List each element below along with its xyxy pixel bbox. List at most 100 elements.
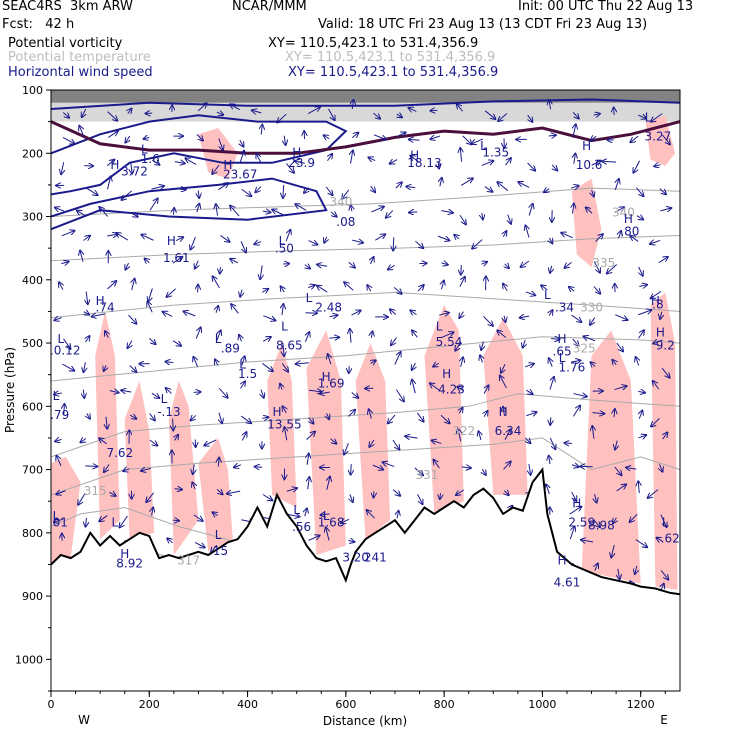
wind-vector <box>458 429 461 442</box>
wind-vector <box>662 134 670 144</box>
wind-vector <box>348 261 355 267</box>
wind-vector <box>147 302 153 313</box>
wind-vector <box>351 310 361 316</box>
wind-vector <box>130 213 138 217</box>
wind-vector <box>415 240 423 248</box>
wind-vector <box>152 160 159 164</box>
annotation-label: L <box>559 351 566 365</box>
wind-vector <box>635 565 637 574</box>
wind-vector <box>240 139 244 146</box>
wind-vector <box>132 279 135 291</box>
wind-vector <box>305 265 310 269</box>
wind-vector <box>190 236 196 249</box>
wind-vector <box>212 164 220 174</box>
x-tick-label: 1200 <box>627 698 655 711</box>
wind-vector <box>62 112 69 118</box>
wind-vector <box>544 189 549 192</box>
annotation-label: H <box>442 367 451 381</box>
annotation-label: L <box>215 528 222 542</box>
wind-vector <box>393 237 394 250</box>
theta-contour <box>51 393 680 458</box>
annotation-label: 315 <box>84 484 107 498</box>
annotation-label: 317 <box>177 553 200 567</box>
wind-vector <box>615 207 624 213</box>
wind-vector <box>591 362 596 366</box>
wind-vector <box>528 114 533 122</box>
y-tick-label: 200 <box>22 147 43 160</box>
annotation-label: H <box>651 294 660 308</box>
wind-vector <box>573 124 576 138</box>
wind-vector <box>541 285 548 290</box>
wind-vector <box>220 235 229 242</box>
wind-vector <box>296 363 309 364</box>
wind-vector <box>352 240 363 243</box>
wind-vector <box>412 362 416 370</box>
wind-vector <box>219 412 222 424</box>
wind-vector <box>220 266 221 273</box>
wind-vector <box>350 329 351 343</box>
wind-vector <box>638 435 647 438</box>
wind-vector <box>263 315 275 321</box>
wind-vector <box>216 489 223 494</box>
annotation-label: 1.69 <box>318 376 345 390</box>
wind-vector <box>371 360 376 363</box>
field-xy-wind: XY= 110.5,423.1 to 531.4,356.9 <box>288 65 499 80</box>
wind-vector <box>348 410 356 417</box>
wind-vector <box>368 157 376 160</box>
wind-vector <box>437 235 449 240</box>
wind-vector <box>174 162 185 164</box>
x-tick-label: 600 <box>335 698 356 711</box>
wind-vector <box>569 287 574 291</box>
wind-vector <box>394 352 401 365</box>
wind-vector <box>149 337 155 344</box>
annotation-label: 3.79 <box>43 408 70 422</box>
wind-vector <box>498 113 508 122</box>
wind-vector <box>480 355 483 363</box>
annotation-label: 3.72 <box>121 164 148 178</box>
annotation-label: L <box>141 142 148 156</box>
wind-vector <box>651 291 662 298</box>
wind-vector <box>351 205 352 212</box>
wind-vector <box>59 282 63 290</box>
wind-vector <box>481 262 487 264</box>
wind-vector <box>64 404 65 416</box>
wind-vector <box>505 264 509 268</box>
org-label: NCAR/MMM <box>232 0 307 14</box>
wind-vector <box>283 184 284 198</box>
wind-vector <box>483 316 492 325</box>
wind-vector <box>174 208 175 215</box>
annotation-label: 241 <box>364 550 387 564</box>
annotation-label: 325 <box>573 342 596 356</box>
wind-vector <box>204 439 217 446</box>
wind-vector <box>82 108 86 117</box>
wind-vector <box>549 437 555 449</box>
wind-vector <box>410 310 417 314</box>
wind-vector <box>197 204 200 213</box>
wind-vector <box>242 432 246 441</box>
y-tick-label: 600 <box>22 400 43 413</box>
wind-vector <box>434 460 440 469</box>
wind-vector <box>172 340 181 346</box>
wind-contour <box>51 177 328 231</box>
wind-vector <box>570 186 579 188</box>
wind-vector <box>125 262 128 270</box>
wind-vector <box>654 165 661 167</box>
wind-vector <box>218 388 227 397</box>
wind-vector <box>85 187 98 195</box>
wind-vector <box>529 463 531 475</box>
wind-vector <box>324 135 330 138</box>
wind-vector <box>120 515 128 527</box>
y-tick-label: 900 <box>22 590 43 603</box>
wind-vector <box>216 112 223 115</box>
wind-vector <box>397 133 405 137</box>
annotation-label: .74 <box>96 300 115 314</box>
wind-vector <box>192 482 195 490</box>
field-xy-theta: XY= 110.5,423.1 to 531.4,356.9 <box>285 50 496 65</box>
y-tick-label: 700 <box>22 464 43 477</box>
wind-vector <box>234 465 241 468</box>
wind-vector <box>83 236 90 241</box>
wind-vector <box>410 156 419 162</box>
wind-vector <box>55 208 65 212</box>
wind-vector <box>461 265 462 275</box>
annotation-label: H <box>558 332 567 346</box>
